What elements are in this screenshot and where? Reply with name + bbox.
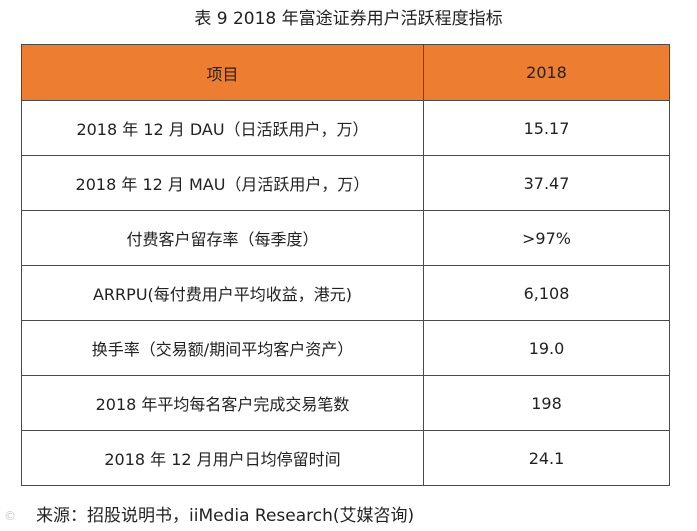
row-value: 198: [423, 375, 670, 431]
row-item-label: 换手率（交易额/期间平均客户资产）: [21, 320, 424, 376]
row-item-label: 2018 年 12 月 DAU（日活跃用户，万）: [21, 100, 424, 156]
row-item-label: 2018 年 12 月用户日均停留时间: [21, 430, 424, 486]
table-row: 付费客户留存率（每季度） >97%: [21, 210, 670, 266]
header-item: 项目: [21, 44, 424, 101]
row-value: 24.1: [423, 430, 670, 486]
row-value: >97%: [423, 210, 670, 266]
table-row: 2018 年 12 月 MAU（月活跃用户，万） 37.47: [21, 155, 670, 211]
row-item-label: ARRPU(每付费用户平均收益，港元): [21, 265, 424, 321]
table-row: 2018 年平均每名客户完成交易笔数 198: [21, 375, 670, 431]
row-item-label: 2018 年 12 月 MAU（月活跃用户，万）: [21, 155, 424, 211]
source-note: 来源：招股说明书，iiMedia Research(艾媒咨询): [36, 506, 415, 526]
row-item-label: 2018 年平均每名客户完成交易笔数: [21, 375, 424, 431]
table-row: 2018 年 12 月用户日均停留时间 24.1: [21, 430, 670, 486]
row-value: 19.0: [423, 320, 670, 376]
row-value: 15.17: [423, 100, 670, 156]
row-item-label: 付费客户留存率（每季度）: [21, 210, 424, 266]
row-value: 6,108: [423, 265, 670, 321]
table-header-row: 项目 2018: [21, 44, 670, 101]
table-row: ARRPU(每付费用户平均收益，港元) 6,108: [21, 265, 670, 321]
row-value: 37.47: [423, 155, 670, 211]
watermark: ©: [4, 509, 16, 523]
table-row: 2018 年 12 月 DAU（日活跃用户，万） 15.17: [21, 100, 670, 156]
header-year: 2018: [423, 44, 670, 101]
table-row: 换手率（交易额/期间平均客户资产） 19.0: [21, 320, 670, 376]
table-caption: 表 9 2018 年富途证券用户活跃程度指标: [194, 9, 503, 29]
indicator-table: 项目 2018 2018 年 12 月 DAU（日活跃用户，万） 15.17 2…: [21, 44, 670, 486]
